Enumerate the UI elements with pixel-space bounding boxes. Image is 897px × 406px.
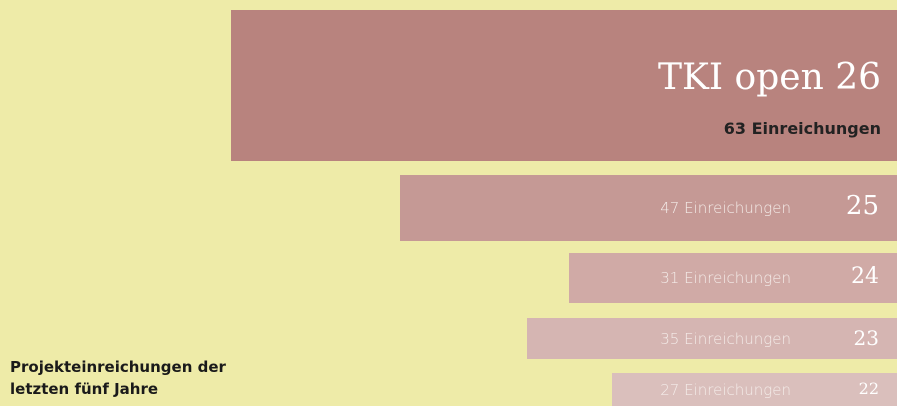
category-label: 23 <box>853 325 879 350</box>
bar <box>231 10 897 161</box>
category-label: 22 <box>858 379 879 399</box>
bar <box>569 253 897 303</box>
value-label: 31 Einreichungen <box>660 269 791 287</box>
category-label: 25 <box>845 191 879 222</box>
bar-title: TKI open 26 <box>657 57 881 98</box>
bar <box>527 318 897 359</box>
value-label: 63 Einreichungen <box>723 119 881 138</box>
chart-subtitle: Projekteinreichungen der letzten fünf Ja… <box>10 358 226 398</box>
value-label: 27 Einreichungen <box>660 380 791 399</box>
category-label: 24 <box>851 263 879 289</box>
bar <box>400 175 897 241</box>
value-label: 47 Einreichungen <box>660 199 791 217</box>
value-label: 35 Einreichungen <box>660 329 791 348</box>
bar <box>611 373 897 406</box>
